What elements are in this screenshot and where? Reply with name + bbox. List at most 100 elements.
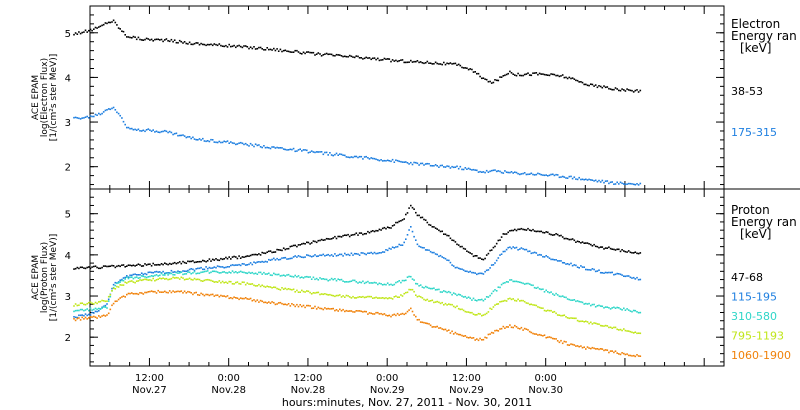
data-point (121, 278, 123, 281)
data-point (464, 270, 467, 272)
data-point (545, 255, 547, 257)
data-point (304, 256, 306, 258)
data-point (418, 318, 420, 321)
data-point (408, 288, 410, 291)
data-point (492, 169, 495, 172)
y-axis-label: [1/(cm²s ster MeV)] (49, 234, 59, 321)
data-point (76, 266, 79, 269)
legend-entry: 1060-1900 (731, 349, 791, 362)
data-point (583, 321, 585, 323)
data-point (142, 273, 145, 276)
series-group (73, 106, 642, 186)
data-point (497, 257, 500, 259)
data-point (182, 42, 184, 44)
data-point (590, 243, 592, 246)
data-point (568, 175, 571, 178)
data-point (218, 140, 221, 143)
y-axis-label: log(Electron Flux) (40, 58, 50, 137)
data-point (289, 275, 292, 277)
data-point (107, 265, 110, 268)
data-point (415, 161, 417, 164)
data-point (244, 45, 247, 47)
data-point (386, 297, 389, 300)
data-point (172, 133, 174, 136)
data-point (561, 314, 564, 317)
data-point (165, 38, 168, 40)
data-point (188, 271, 191, 274)
data-point (122, 279, 125, 282)
data-point (593, 243, 595, 246)
data-point (312, 51, 315, 54)
data-point (180, 271, 183, 273)
data-point (485, 78, 488, 81)
data-point (106, 303, 108, 305)
data-point (599, 305, 602, 307)
data-point (329, 308, 331, 310)
data-point (515, 300, 518, 302)
data-point (500, 300, 503, 303)
data-point (116, 285, 118, 288)
data-point (457, 244, 460, 246)
data-point (129, 127, 131, 130)
data-point (487, 252, 490, 255)
data-point (271, 258, 273, 261)
data-point (618, 183, 620, 185)
data-point (429, 62, 432, 64)
data-point (269, 286, 272, 288)
data-point (231, 283, 234, 285)
data-point (114, 21, 117, 24)
data-point (495, 303, 498, 305)
data-point (340, 236, 343, 238)
data-point (570, 77, 572, 80)
data-point (266, 273, 268, 275)
data-point (581, 241, 584, 243)
data-point (327, 154, 329, 156)
data-point (479, 257, 481, 259)
data-point (368, 282, 371, 284)
data-point (150, 290, 153, 292)
data-point (504, 233, 506, 235)
data-point (159, 274, 161, 277)
data-point (121, 284, 123, 286)
data-point (550, 233, 552, 236)
data-point (292, 288, 295, 291)
data-point (391, 225, 394, 227)
data-point (393, 161, 396, 163)
data-point (410, 275, 412, 278)
data-point (228, 266, 230, 268)
data-point (441, 63, 443, 66)
data-point (367, 230, 369, 233)
data-point (509, 70, 511, 73)
data-point (281, 274, 283, 277)
data-point (372, 297, 374, 299)
data-point (388, 247, 391, 250)
data-point (289, 257, 292, 260)
data-point (175, 41, 178, 44)
data-point (616, 181, 618, 184)
data-point (88, 317, 90, 319)
data-point (568, 76, 571, 79)
data-point (408, 309, 410, 311)
data-point (479, 272, 481, 275)
data-point (461, 295, 463, 297)
data-point (291, 245, 293, 247)
data-point (342, 154, 344, 156)
data-point (396, 159, 399, 162)
data-point (235, 264, 237, 266)
data-point (421, 297, 424, 299)
data-point (140, 272, 143, 274)
data-point (93, 315, 95, 318)
data-point (619, 273, 622, 276)
data-point (287, 288, 290, 290)
data-point (489, 333, 491, 335)
data-point (553, 73, 556, 76)
data-point (297, 305, 300, 308)
data-point (566, 317, 569, 319)
data-point (400, 294, 402, 296)
data-point (116, 282, 118, 285)
data-point (616, 248, 618, 251)
data-point (391, 59, 394, 61)
data-point (269, 302, 272, 304)
data-point (368, 252, 371, 254)
data-point (418, 164, 420, 166)
